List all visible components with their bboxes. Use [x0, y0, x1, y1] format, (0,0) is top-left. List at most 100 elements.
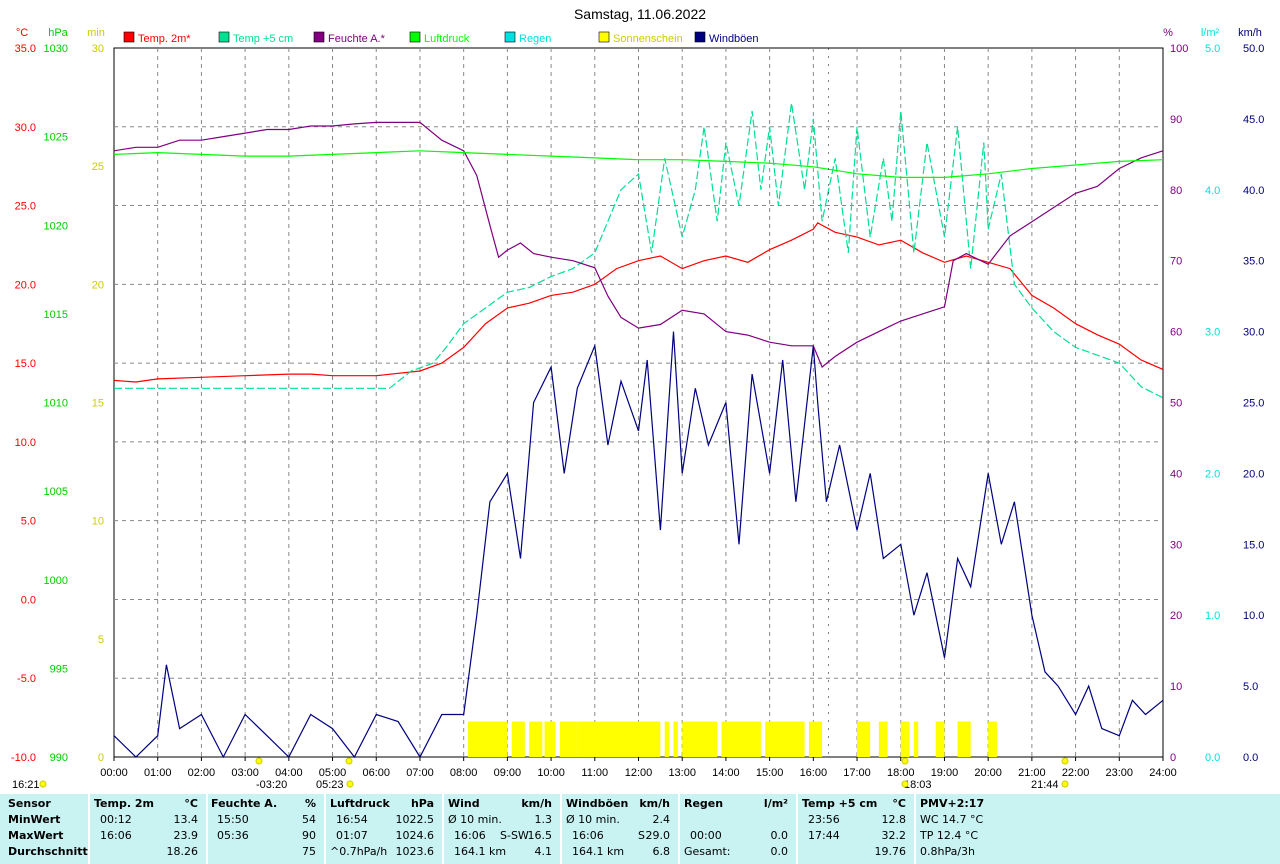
wind-unit: km/h [521, 797, 552, 810]
sun-marker [39, 780, 47, 788]
t5-unit: °C [892, 797, 906, 810]
axis-tick-rain: 0.0 [1205, 752, 1220, 764]
axis-tick-press: 995 [50, 663, 68, 675]
axis-tick-temp: 0.0 [21, 594, 36, 606]
axis-tick-press: 1000 [44, 575, 68, 587]
legend: Temp. 2m* Temp +5 cm Feuchte A.* Luftdruck R… [123, 31, 759, 45]
axis-unit-hum: % [1163, 27, 1173, 39]
axis-tick-hum: 90 [1170, 114, 1182, 126]
x-tick-label: 07:00 [406, 767, 434, 779]
axis-tick-sun: 0 [98, 752, 104, 764]
press-max-time: 01:07 [336, 829, 368, 842]
x-tick-label: 01:00 [144, 767, 172, 779]
legend-swatch [313, 31, 325, 43]
axis-tick-press: 1020 [44, 220, 68, 232]
axis-tick-rain: 4.0 [1205, 185, 1220, 197]
axis-tick-wind: 35.0 [1243, 256, 1264, 268]
gust-max-value: 29.0 [645, 829, 671, 842]
axis-tick-press: 1005 [44, 486, 68, 498]
x-tick-label: 06:00 [362, 767, 390, 779]
sunshine-bar [935, 721, 945, 757]
axis-tick-hum: 20 [1170, 610, 1182, 622]
sun-marker [345, 757, 353, 765]
sun-marker [1061, 780, 1069, 788]
axis-unit-temp: °C [16, 27, 28, 39]
axis-tick-wind: 50.0 [1243, 43, 1264, 55]
hum-min-time: 15:50 [217, 813, 249, 826]
legend-label: Sonnenschein [613, 33, 683, 45]
sunshine-bar [511, 721, 525, 757]
temp-max-value: 23.9 [173, 829, 199, 842]
press-min-value: 1022.5 [395, 813, 435, 826]
x-tick-label: 24:00 [1149, 767, 1177, 779]
sunshine-bar [765, 721, 805, 757]
axis-tick-press: 1025 [44, 132, 68, 144]
sunshine-bar [559, 721, 578, 757]
axis-tick-wind: 25.0 [1243, 398, 1264, 410]
legend-swatch [598, 31, 610, 43]
sunshine-bar [468, 721, 508, 757]
axis-tick-temp: -10.0 [11, 752, 36, 764]
pmv-trend: 0.8hPa/3h [920, 845, 976, 858]
axis-tick-sun: 30 [92, 43, 104, 55]
x-tick-label: 16:00 [800, 767, 828, 779]
gust-mean-value: 6.8 [652, 845, 671, 858]
grid-lines [113, 47, 1164, 758]
axis-tick-hum: 40 [1170, 468, 1182, 480]
x-tick-label: 05:00 [319, 767, 347, 779]
sunshine-bar [857, 721, 871, 757]
axis-tick-sun: 25 [92, 161, 104, 173]
x-tick-label: 20:00 [974, 767, 1002, 779]
wind-distance: 164.1 km [454, 845, 507, 858]
sunshine-bar [673, 721, 678, 757]
pmv-title: PMV+2:17 [920, 797, 985, 810]
hum-title: Feuchte A. [211, 797, 278, 810]
axis-tick-wind: 30.0 [1243, 327, 1264, 339]
sunshine-bar [900, 721, 910, 757]
axis-tick-press: 1015 [44, 309, 68, 321]
legend-swatch [409, 31, 421, 43]
sun-marker [901, 780, 909, 788]
weather-chart: Samstag, 11.06.2022 35.0 30.0 25.0 20.0 15.0… [10, 6, 1265, 791]
gust-stats: Windböen km/h Ø 10 min. 2.4 16:06 S 29.0… [566, 794, 676, 864]
wind-title: Wind [448, 797, 480, 810]
annotation-sunrise: -03:20 [256, 779, 287, 791]
axis-tick-wind: 15.0 [1243, 539, 1264, 551]
axis-unit-rain: l/m² [1201, 27, 1220, 39]
annotation-now: 16:21 [12, 779, 40, 791]
rain-title: Regen [684, 797, 724, 810]
x-tick-label: 15:00 [756, 767, 784, 779]
axis-tick-temp: -5.0 [17, 673, 36, 685]
axis-tick-hum: 0 [1170, 752, 1176, 764]
series-line-4 [113, 331, 1164, 759]
x-tick-label: 17:00 [843, 767, 871, 779]
axis-tick-wind: 0.0 [1243, 752, 1258, 764]
t5-max-time: 17:44 [808, 829, 840, 842]
legend-swatch [694, 31, 706, 43]
x-tick-label: 10:00 [537, 767, 565, 779]
press-max-value: 1024.6 [395, 829, 435, 842]
axis-tick-rain: 5.0 [1205, 43, 1220, 55]
axis-tick-temp: 5.0 [21, 516, 36, 528]
sunshine-bar [664, 721, 670, 757]
x-tick-label: 04:00 [275, 767, 303, 779]
press-unit: hPa [410, 797, 434, 810]
row-label-min: MinWert [8, 813, 61, 826]
sunshine-bar [913, 721, 919, 757]
legend-label: Temp. 2m* [138, 33, 191, 45]
axis-tick-sun: 20 [92, 279, 104, 291]
axis-tick-temp: 10.0 [15, 437, 36, 449]
axis-tick-temp: 20.0 [15, 279, 36, 291]
axis-tick-press: 1010 [44, 398, 68, 410]
axis-tick-hum: 10 [1170, 681, 1182, 693]
x-tick-label: 13:00 [668, 767, 696, 779]
sun-annotations: -03:20 05:23 18:03 21:44 16:21 [12, 48, 1069, 791]
temp-stats: Temp. 2m °C 00:12 13.4 16:06 23.9 18.26 [94, 794, 204, 864]
axis-tick-sun: 15 [92, 398, 104, 410]
x-tick-label: 11:00 [581, 767, 608, 779]
wind-avg-label: Ø 10 min. [448, 813, 502, 826]
legend-label: Temp +5 cm [233, 33, 293, 45]
axes: 35.0 30.0 25.0 20.0 15.0 10.0 5.0 0.0 -5.0 -10.0 °… [11, 27, 1265, 779]
rain-max-time: 00:00 [690, 829, 722, 842]
temp-title: Temp. 2m [94, 797, 154, 810]
